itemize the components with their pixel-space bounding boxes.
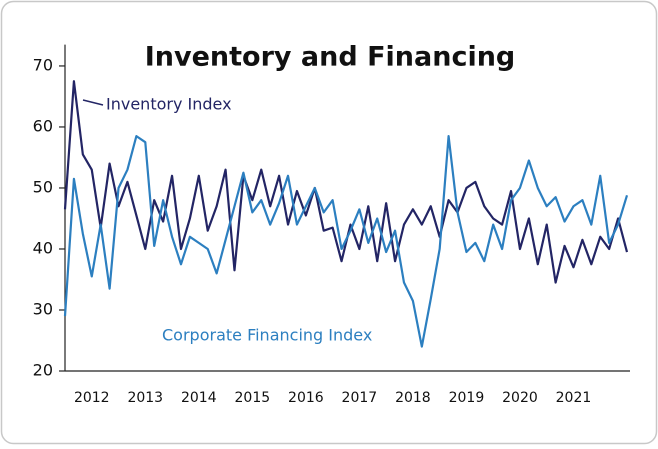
annotation: Inventory Index [106, 95, 232, 114]
line-series [63, 135, 629, 348]
x-tick-label: 2017 [342, 390, 378, 406]
x-tick-label: 2018 [395, 390, 431, 406]
x-tick-label: 2013 [127, 390, 163, 406]
x-tick-label: 2015 [235, 390, 271, 406]
x-tick-label: 2020 [502, 390, 538, 406]
chart-title: Inventory and Financing [145, 42, 516, 73]
x-tick-label: 2021 [556, 390, 592, 406]
y-tick-label: 40 [33, 238, 53, 257]
y-tick-label: 60 [33, 116, 53, 135]
x-tick-label: 2016 [288, 390, 324, 406]
line-series [63, 80, 629, 284]
y-tick-label: 20 [33, 361, 53, 380]
y-tick-label: 50 [33, 177, 53, 196]
y-tick-label: 30 [33, 299, 53, 318]
x-tick-label: 2012 [74, 390, 110, 406]
x-tick-label: 2014 [181, 390, 217, 406]
x-tick-label: 2019 [449, 390, 485, 406]
y-tick-label: 70 [33, 55, 53, 74]
annotation-leader [82, 99, 104, 106]
annotation: Corporate Financing Index [162, 326, 372, 345]
